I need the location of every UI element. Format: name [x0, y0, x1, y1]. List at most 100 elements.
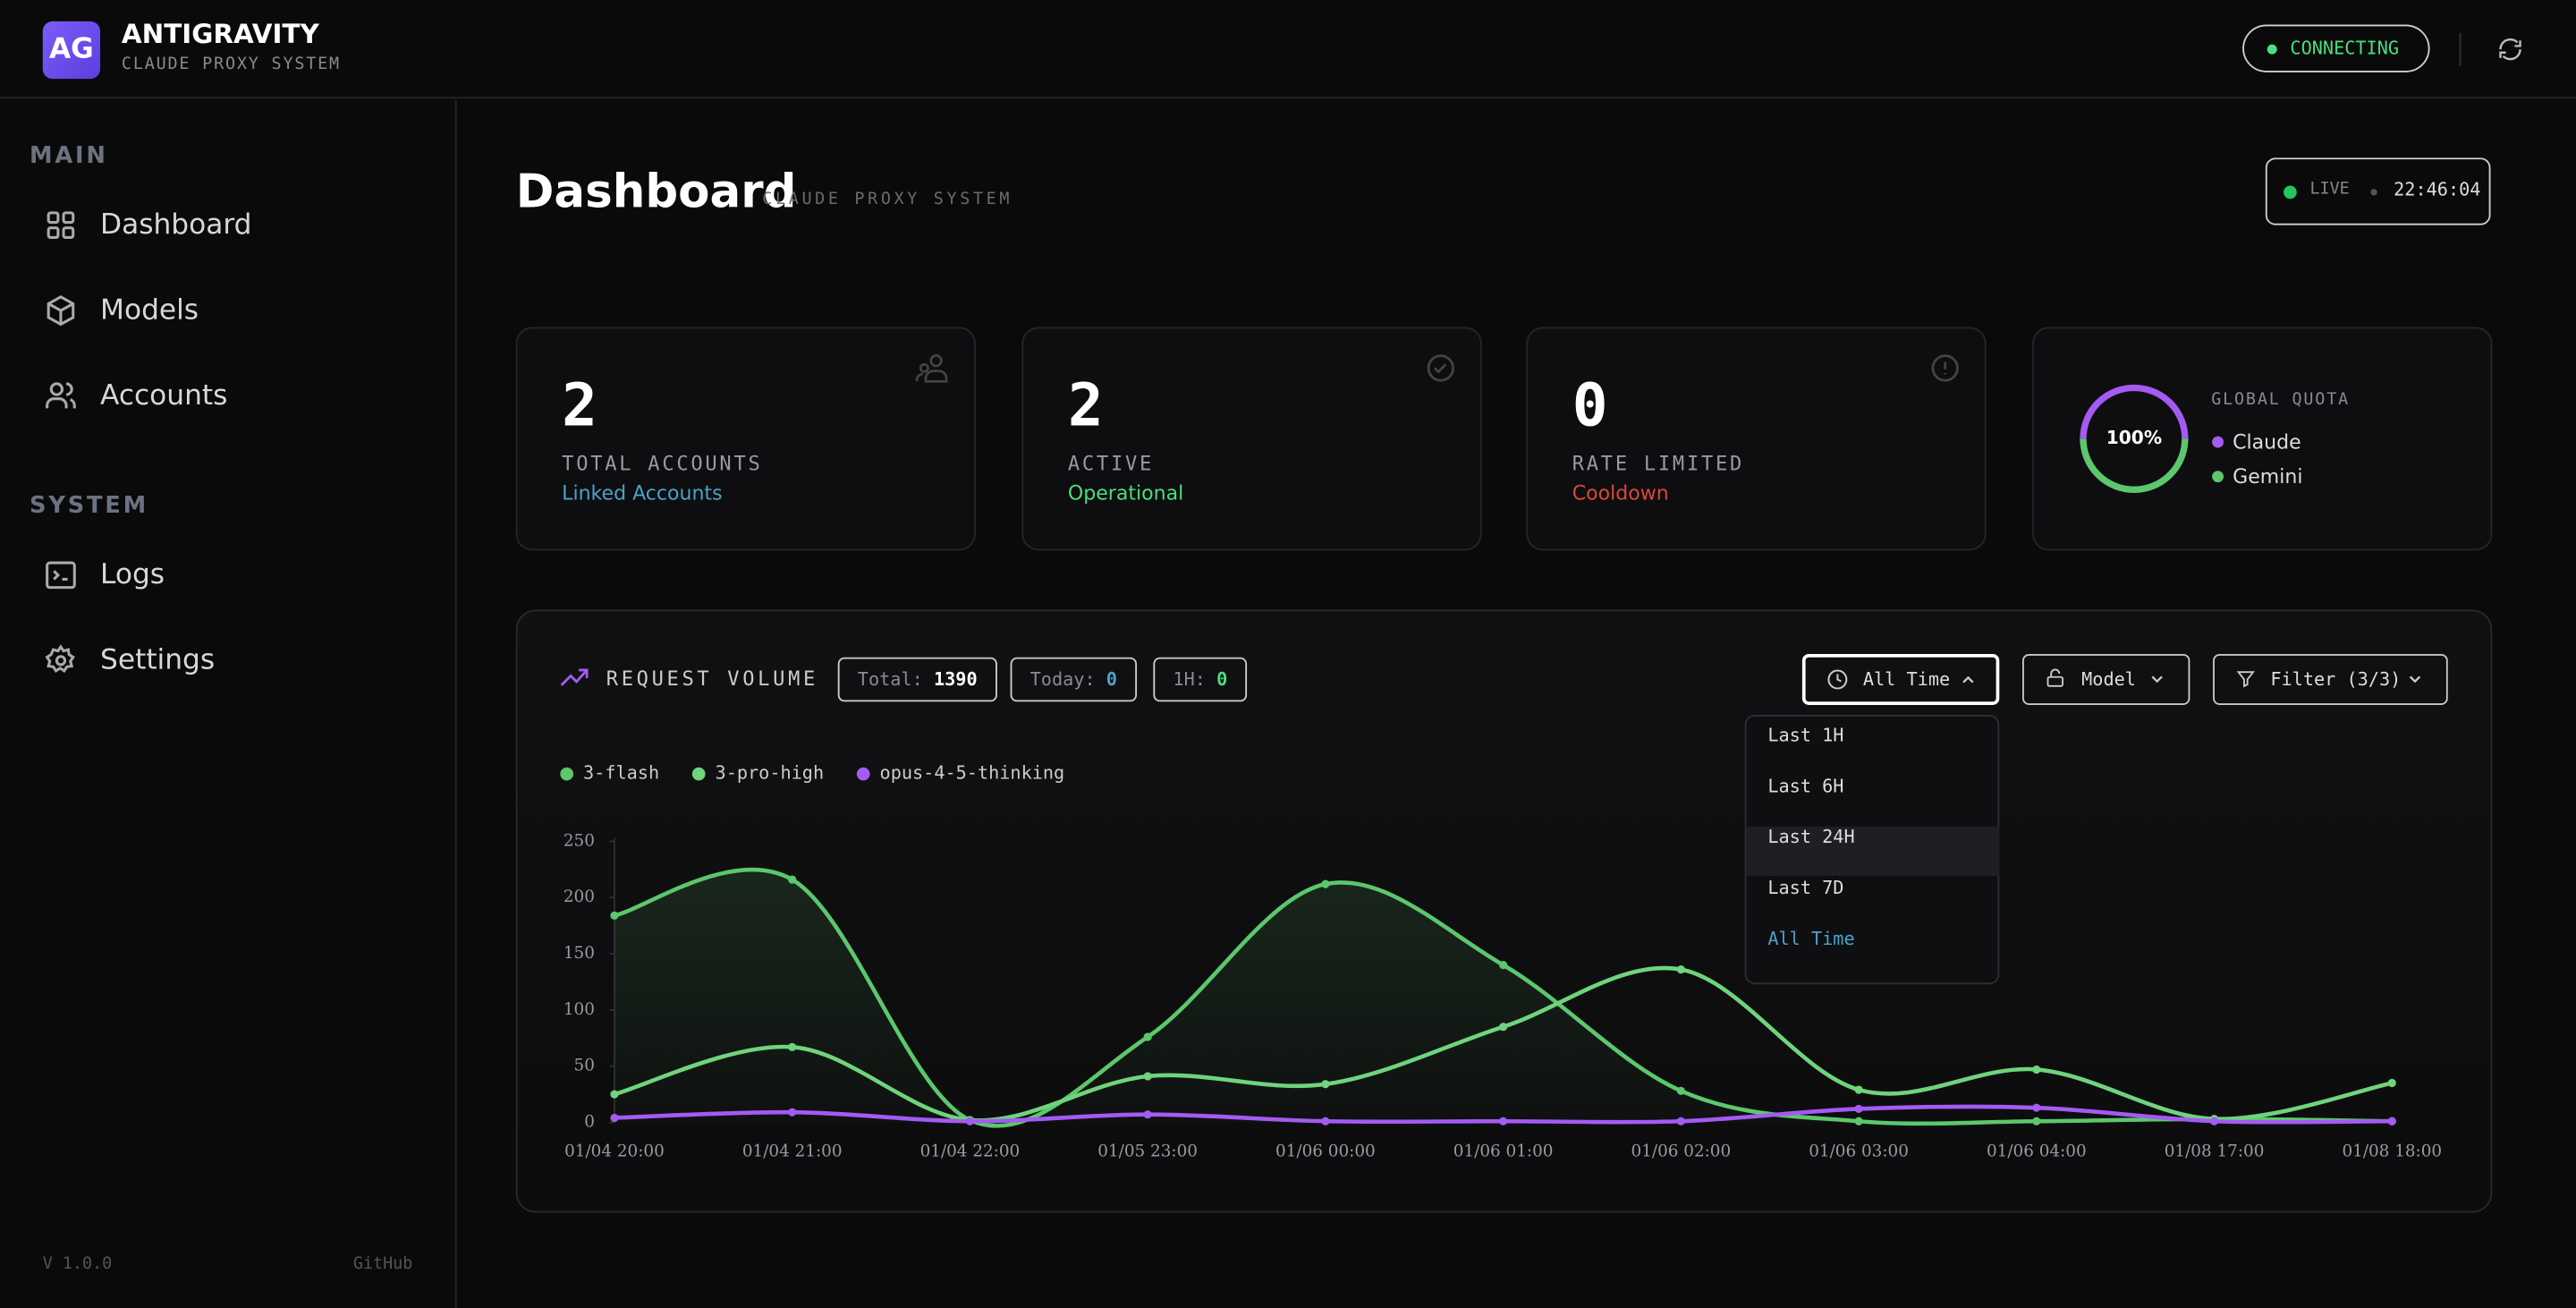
- quota-item: Claude: [2233, 430, 2301, 454]
- nav-icon: [46, 561, 76, 590]
- point: [2032, 1117, 2041, 1125]
- menu-option[interactable]: Last 1H: [1767, 725, 1844, 746]
- nav-item[interactable]: Settings: [100, 644, 216, 677]
- stat-label: ACTIVE: [1067, 452, 1155, 475]
- x-tick-label: 01/08 18:00: [2342, 1142, 2442, 1161]
- top-bar: [0, 0, 2576, 99]
- page-subtitle: CLAUDE PROXY SYSTEM: [762, 191, 1013, 209]
- legend-dot: [2212, 436, 2224, 448]
- line: [614, 867, 2393, 1128]
- divider: [2459, 32, 2462, 66]
- point: [1854, 1085, 1863, 1094]
- quota-item: Gemini: [2233, 464, 2303, 488]
- x-tick-label: 01/06 03:00: [1809, 1142, 1909, 1161]
- stat-label: TOTAL ACCOUNTS: [562, 452, 763, 475]
- separator-dot: [2370, 189, 2377, 196]
- menu-option[interactable]: Last 6H: [1767, 775, 1844, 797]
- quota-title: GLOBAL QUOTA: [2211, 391, 2350, 410]
- model-button[interactable]: Model: [2022, 654, 2190, 705]
- point: [1854, 1104, 1863, 1114]
- stat-value: 2: [562, 372, 597, 441]
- x-tick-label: 01/04 21:00: [742, 1142, 843, 1161]
- y-tick-label: 100: [564, 1000, 595, 1019]
- point: [610, 911, 619, 920]
- point: [788, 875, 797, 884]
- live-dot: [2284, 185, 2297, 200]
- filter-button[interactable]: Filter (3/3): [2213, 654, 2448, 705]
- clock: 22:46:04: [2394, 179, 2481, 201]
- counter-label: 1H:: [1173, 668, 1206, 691]
- legend-dot: [2212, 471, 2224, 483]
- card-icon: [1931, 354, 1959, 382]
- stat-note: Linked Accounts: [562, 481, 723, 505]
- nav-item[interactable]: Accounts: [100, 379, 228, 413]
- point: [1143, 1110, 1152, 1119]
- live-label: LIVE: [2309, 181, 2350, 200]
- button-label: Model: [2081, 668, 2136, 691]
- menu-option[interactable]: All Time: [1767, 928, 1855, 950]
- button-label: All Time: [1862, 668, 1951, 691]
- sidebar: [0, 100, 457, 1308]
- github-link[interactable]: GitHub: [352, 1255, 413, 1274]
- nav-icon: [46, 382, 76, 409]
- status-pill: CONNECTING: [2242, 24, 2430, 72]
- point: [610, 1113, 619, 1123]
- nav-item[interactable]: Models: [100, 293, 199, 327]
- stat-note: Cooldown: [1572, 481, 1669, 505]
- point: [1676, 1086, 1685, 1095]
- quota-card: 100% GLOBAL QUOTA Claude Gemini: [2032, 327, 2493, 551]
- x-tick-label: 01/06 02:00: [1631, 1142, 1732, 1161]
- legend-dot: [691, 767, 706, 781]
- trend-icon: [560, 668, 589, 686]
- quota-ring: [2080, 384, 2189, 493]
- live-box: LIVE 22:46:04: [2265, 157, 2491, 225]
- point: [2387, 1117, 2396, 1125]
- nav-icon: [45, 644, 75, 673]
- nav-item[interactable]: Logs: [100, 558, 165, 592]
- stat-label: RATE LIMITED: [1572, 452, 1745, 475]
- point: [1676, 1117, 1685, 1125]
- legend-dot: [856, 767, 870, 781]
- point: [1854, 1117, 1863, 1125]
- refresh-button[interactable]: [2497, 36, 2523, 62]
- y-tick-label: 250: [564, 831, 595, 850]
- point: [2387, 1078, 2396, 1088]
- point: [965, 1117, 975, 1125]
- x-tick-label: 01/06 01:00: [1453, 1142, 1554, 1161]
- point: [1321, 879, 1330, 888]
- counter-value: 0: [1216, 668, 1228, 691]
- time-range-menu: Last 1H Last 6H Last 24H Last 7D All Tim…: [1744, 714, 2000, 985]
- counter: Today: 0: [1010, 657, 1138, 702]
- stat-note: Operational: [1067, 481, 1184, 505]
- area: [614, 870, 2393, 1126]
- menu-option[interactable]: Last 7D: [1767, 877, 1844, 899]
- point: [1676, 965, 1685, 974]
- counter: Total: 1390: [837, 657, 997, 702]
- x-tick-label: 01/06 00:00: [1275, 1142, 1376, 1161]
- point: [2209, 1117, 2219, 1125]
- stat-card: 2 TOTAL ACCOUNTS Linked Accounts: [515, 327, 977, 551]
- point: [788, 1108, 797, 1117]
- stat-value: 2: [1067, 372, 1104, 441]
- logo: AG: [42, 21, 101, 80]
- y-tick-label: 200: [564, 888, 595, 906]
- quota-percent: 100%: [2106, 427, 2163, 449]
- x-tick-label: 01/04 22:00: [920, 1142, 1021, 1161]
- status-dot: [2267, 44, 2277, 55]
- time-range-button[interactable]: All Time: [1801, 654, 2000, 705]
- point: [1143, 1072, 1152, 1081]
- nav-item[interactable]: Dashboard: [100, 208, 252, 242]
- button-label: Filter (3/3): [2270, 668, 2402, 691]
- legend-label: opus-4-5-thinking: [880, 762, 1065, 784]
- legend-dot: [560, 767, 574, 781]
- nav-icon: [47, 295, 75, 327]
- section-title: SYSTEM: [30, 493, 148, 520]
- counter-label: Today:: [1030, 668, 1096, 691]
- point: [1321, 1080, 1330, 1089]
- counter-value: 0: [1106, 668, 1117, 691]
- x-tick-label: 01/04 20:00: [564, 1142, 665, 1161]
- menu-option[interactable]: Last 24H: [1746, 826, 2000, 876]
